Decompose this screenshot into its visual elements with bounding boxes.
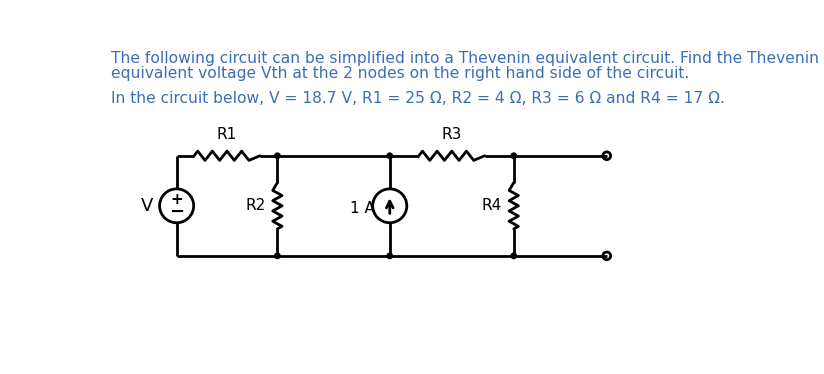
Text: equivalent voltage Vth at the 2 nodes on the right hand side of the circuit.: equivalent voltage Vth at the 2 nodes on… [110,67,689,82]
Text: 1 A: 1 A [350,200,375,216]
Text: −: − [169,203,185,221]
Circle shape [387,153,392,159]
Text: The following circuit can be simplified into a Thevenin equivalent circuit. Find: The following circuit can be simplified … [110,51,819,66]
Circle shape [387,253,392,258]
Text: In the circuit below, V = 18.7 V, R1 = 25 Ω, R2 = 4 Ω, R3 = 6 Ω and R4 = 17 Ω.: In the circuit below, V = 18.7 V, R1 = 2… [110,91,724,106]
Text: R2: R2 [246,198,266,213]
Circle shape [274,253,280,258]
Circle shape [274,153,280,159]
Circle shape [511,253,517,258]
Text: R4: R4 [482,198,502,213]
Text: R3: R3 [442,127,462,142]
Circle shape [511,153,517,159]
Text: +: + [171,192,183,207]
Text: R1: R1 [217,127,237,142]
Text: V: V [141,197,153,215]
